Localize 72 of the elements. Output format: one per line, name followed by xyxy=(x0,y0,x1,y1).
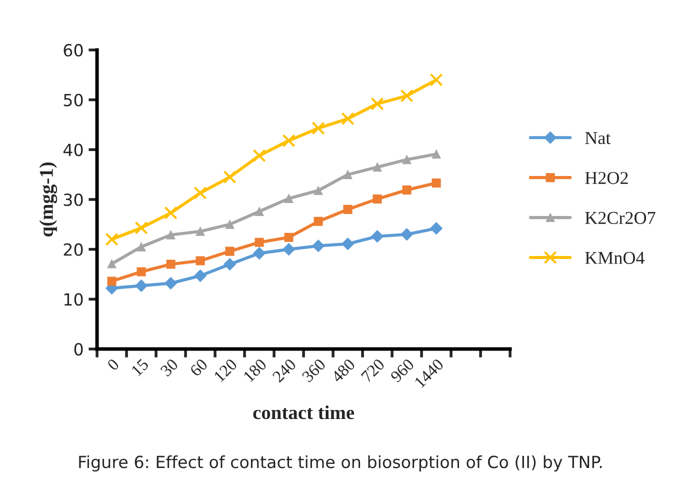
legend-label: Nat xyxy=(585,132,611,144)
legend-label: KMnO4 xyxy=(585,252,645,264)
legend-label: K2Cr2O7 xyxy=(585,212,656,224)
point xyxy=(430,73,443,86)
point xyxy=(107,259,116,268)
point xyxy=(370,97,384,110)
point xyxy=(254,206,264,216)
point xyxy=(194,186,207,200)
point xyxy=(196,226,205,236)
x-tick-label: 120 xyxy=(214,358,238,382)
x-tick-label: 360 xyxy=(302,358,326,383)
point xyxy=(194,269,207,282)
point xyxy=(432,178,441,188)
x-tick-label: 960 xyxy=(390,358,415,383)
y-tick-label: 60 xyxy=(64,44,83,57)
point xyxy=(105,232,118,246)
x-tick-label: 60 xyxy=(189,358,208,377)
point xyxy=(253,247,266,260)
x-tick-label: 480 xyxy=(330,358,356,384)
y-tick-label: 30 xyxy=(64,193,83,206)
point xyxy=(282,134,296,148)
point xyxy=(372,194,382,204)
point xyxy=(343,170,352,180)
x-axis-title: contact time xyxy=(253,405,354,420)
point xyxy=(342,238,354,250)
x-tick-label: 240 xyxy=(272,358,297,383)
y-axis-title: q(mgg-1) xyxy=(39,162,58,236)
point xyxy=(402,155,412,164)
point xyxy=(135,279,148,292)
y-tick-label: 10 xyxy=(64,293,83,306)
point xyxy=(402,185,412,195)
point xyxy=(341,112,354,126)
point xyxy=(166,230,176,240)
point xyxy=(432,150,441,159)
point xyxy=(254,238,264,247)
point xyxy=(225,246,234,256)
point xyxy=(107,276,116,286)
point xyxy=(136,242,146,252)
caption: Figure 6: Effect of contact time on biosorption of Co (II) by TNP. xyxy=(79,455,602,472)
point xyxy=(136,267,146,276)
point xyxy=(284,232,294,242)
point xyxy=(400,228,414,241)
point xyxy=(430,222,443,235)
point xyxy=(252,149,266,162)
x-tick-label: 720 xyxy=(360,358,386,383)
y-tick-label: 40 xyxy=(63,144,83,156)
point xyxy=(166,260,176,269)
point xyxy=(164,276,178,290)
point xyxy=(400,89,414,102)
point xyxy=(223,170,236,184)
point xyxy=(372,162,382,172)
legend-label: H2O2 xyxy=(585,172,628,184)
point xyxy=(282,243,296,256)
y-tick-label: 20 xyxy=(64,243,83,256)
y-tick-label: 0 xyxy=(74,342,83,356)
x-tick-label: 180 xyxy=(243,358,268,382)
point xyxy=(284,194,294,203)
point xyxy=(312,122,325,135)
point xyxy=(343,204,352,214)
point xyxy=(314,216,323,226)
point xyxy=(312,240,325,252)
point xyxy=(371,230,384,243)
point xyxy=(225,220,234,229)
point xyxy=(314,186,323,196)
point xyxy=(196,256,205,266)
point xyxy=(164,206,178,220)
x-tick-label: 15 xyxy=(130,358,150,376)
x-tick-label: 0 xyxy=(106,358,120,372)
point xyxy=(224,258,236,271)
y-tick-label: 50 xyxy=(64,94,83,106)
x-tick-label: 30 xyxy=(160,358,179,377)
point xyxy=(134,221,148,234)
